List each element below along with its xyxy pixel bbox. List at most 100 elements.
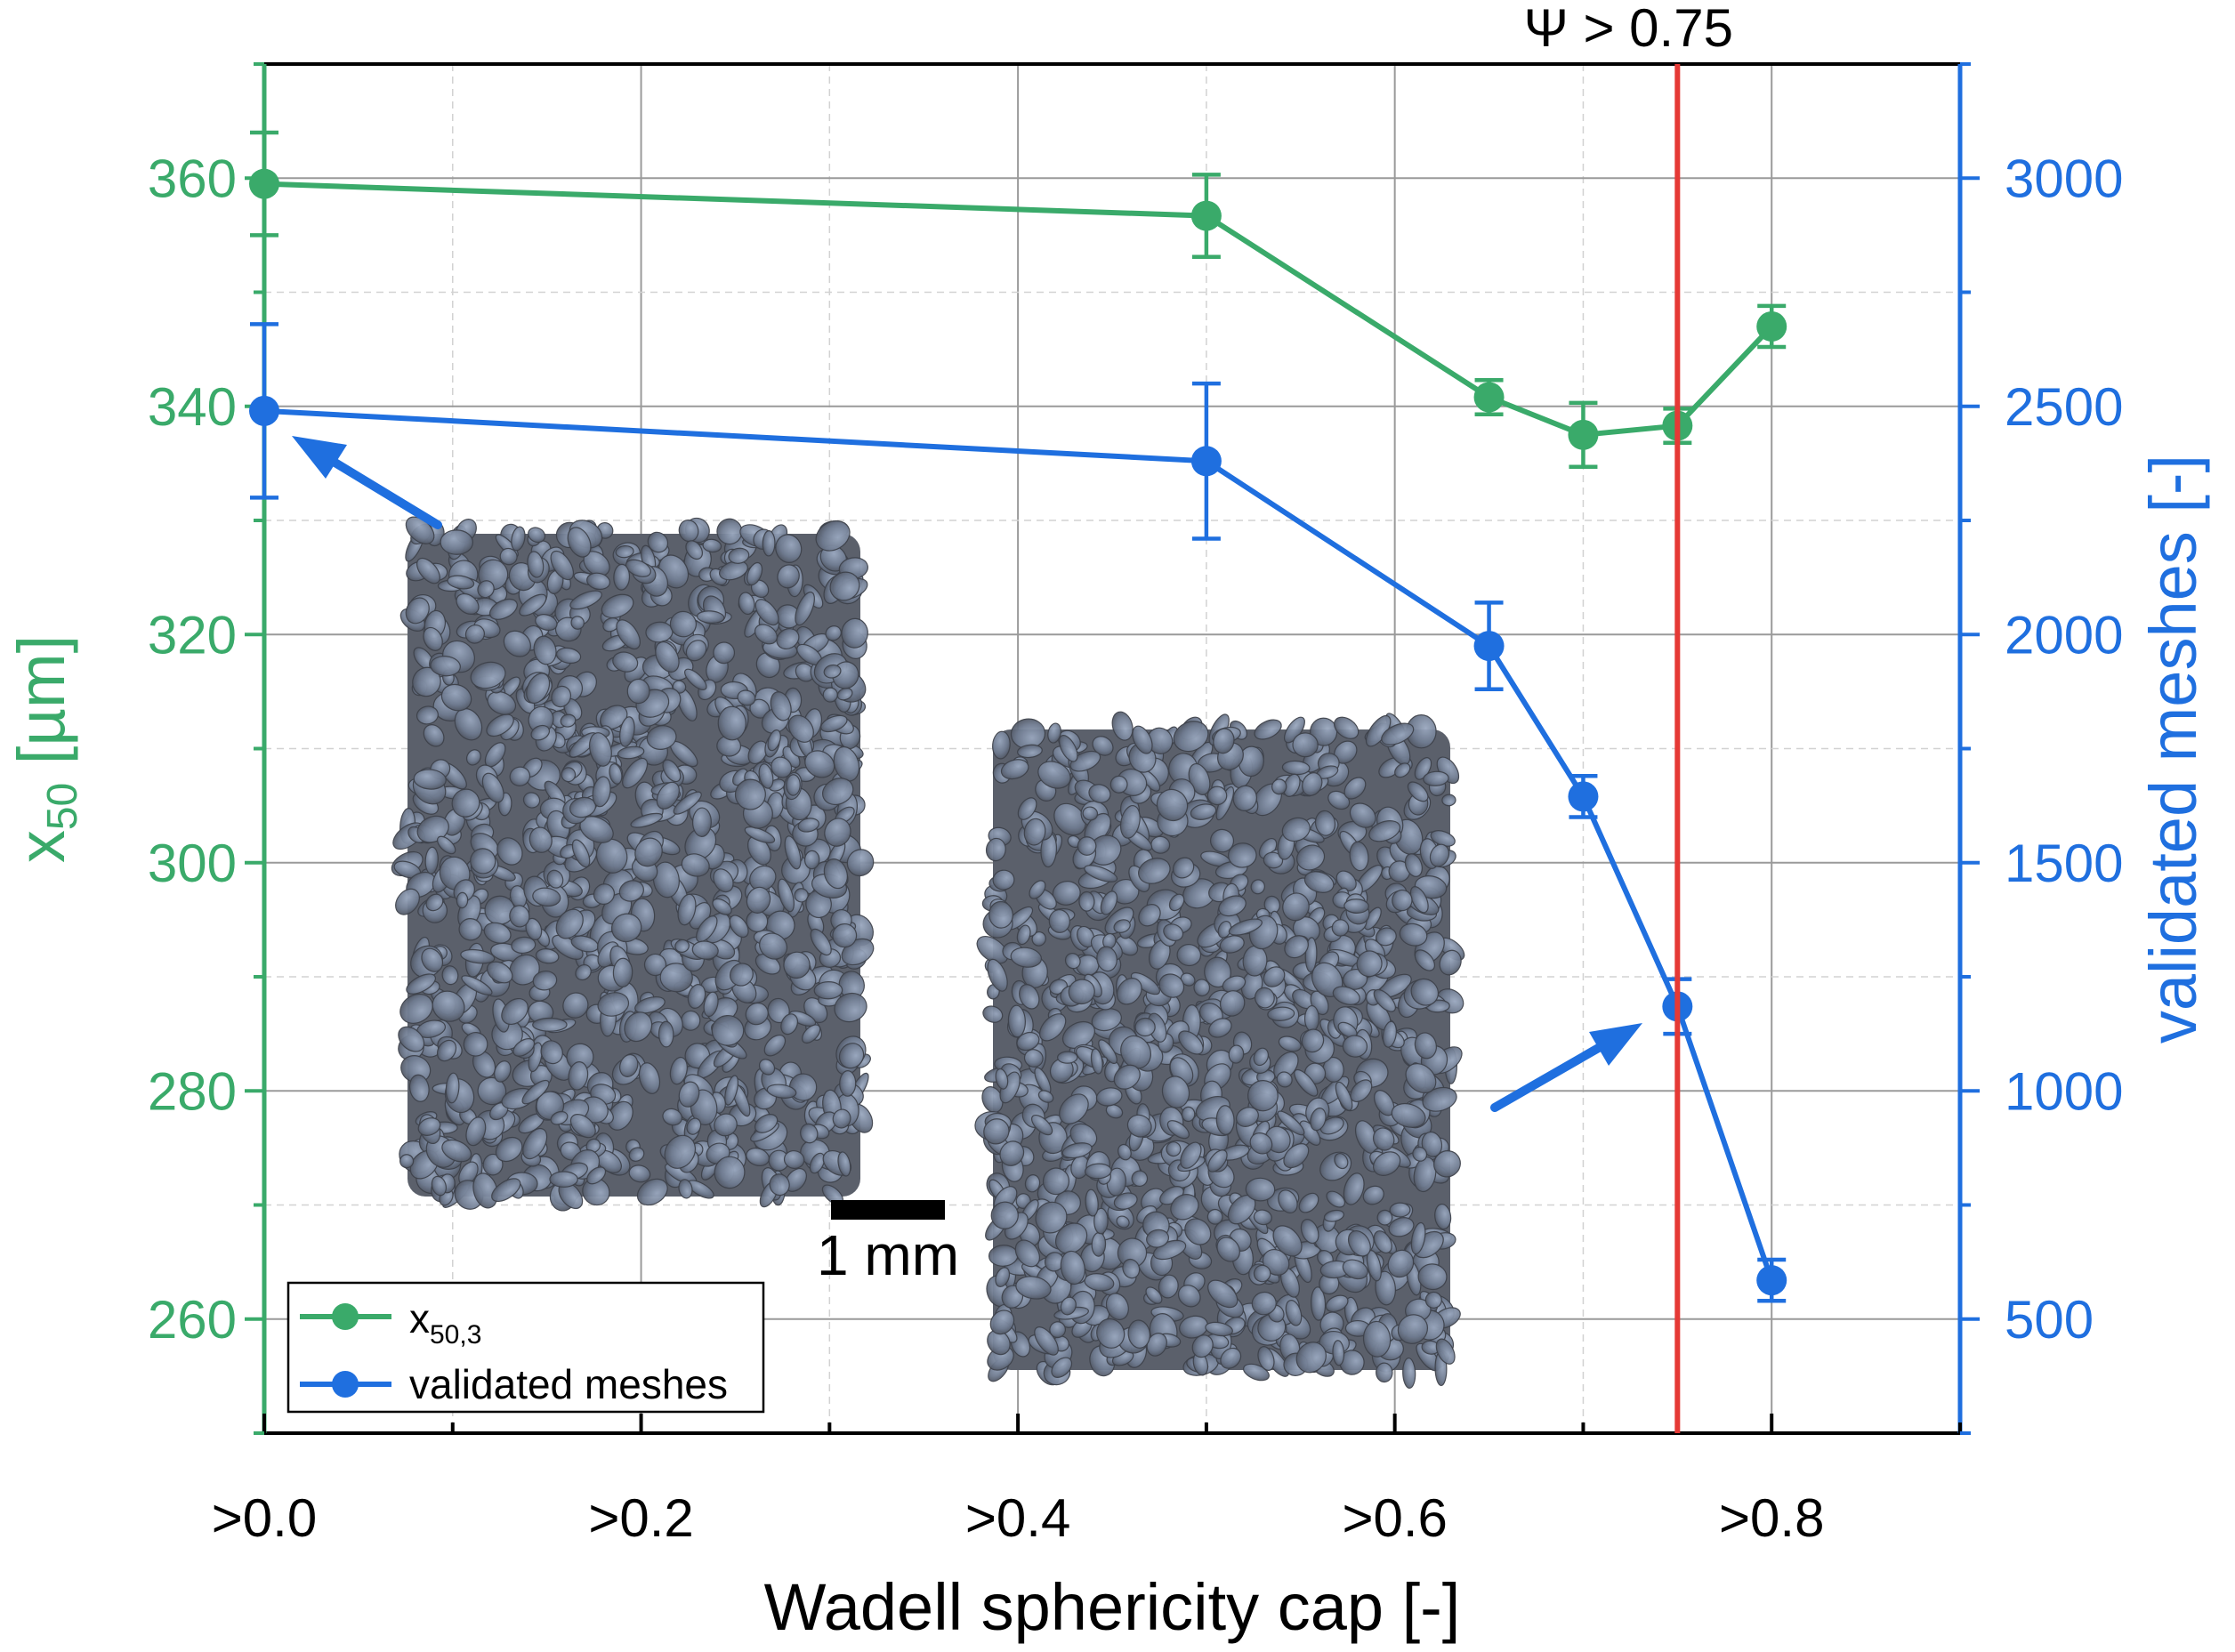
- grain: [1404, 853, 1423, 877]
- grain: [1283, 1143, 1310, 1169]
- grain: [1327, 790, 1351, 810]
- grain: [617, 745, 645, 760]
- grain: [990, 1201, 1019, 1229]
- x-tick-label: >0.0: [212, 1488, 317, 1548]
- grain: [1334, 1152, 1349, 1170]
- grain: [562, 992, 589, 1019]
- grain: [1253, 1047, 1270, 1067]
- grain: [1064, 952, 1081, 970]
- grain: [762, 530, 776, 557]
- grain: [1391, 1102, 1426, 1128]
- grain: [988, 900, 1013, 929]
- grain: [646, 725, 677, 750]
- grain: [1392, 889, 1413, 912]
- grain: [488, 598, 518, 620]
- grain: [713, 641, 736, 665]
- data-point: [1473, 382, 1505, 413]
- data-point: [1568, 781, 1599, 812]
- grain: [570, 616, 585, 630]
- grain: [771, 756, 793, 778]
- series-line: [263, 407, 1775, 1282]
- grain: [1007, 1004, 1026, 1038]
- grain: [797, 818, 819, 833]
- grain: [1170, 1194, 1199, 1221]
- grain: [600, 705, 628, 730]
- grain: [509, 905, 530, 928]
- grain: [681, 853, 710, 877]
- data-point: [1568, 419, 1599, 450]
- grain: [1029, 880, 1046, 899]
- grain: [1382, 1020, 1397, 1048]
- grain: [1362, 1185, 1384, 1205]
- grain: [976, 935, 1009, 964]
- grain: [687, 984, 706, 1009]
- grain: [1302, 772, 1323, 796]
- grain: [983, 1118, 1010, 1145]
- grain: [416, 557, 440, 584]
- grain: [546, 869, 564, 889]
- grain: [535, 614, 558, 632]
- grain: [652, 861, 680, 899]
- grain: [1184, 1218, 1212, 1245]
- grain: [1082, 806, 1099, 821]
- grain: [1017, 744, 1043, 759]
- grain: [995, 1068, 1009, 1090]
- grain: [636, 1178, 668, 1206]
- grain: [1417, 1263, 1448, 1291]
- grain: [482, 1153, 504, 1176]
- grain: [526, 673, 551, 705]
- grain: [1024, 1174, 1041, 1193]
- grain: [499, 547, 518, 566]
- grain: [746, 886, 771, 914]
- grain: [470, 848, 496, 874]
- grain: [1122, 1258, 1141, 1279]
- grain: [470, 661, 506, 689]
- grain: [1434, 1203, 1452, 1230]
- grain: [1163, 923, 1184, 941]
- grain: [441, 1139, 472, 1163]
- grain: [398, 1026, 425, 1052]
- grain: [1100, 890, 1118, 915]
- legend: x50,3 validated meshes: [286, 1281, 765, 1414]
- grain: [1098, 1039, 1118, 1065]
- grain: [684, 668, 707, 691]
- grain: [1267, 1006, 1295, 1021]
- grain: [1220, 1347, 1242, 1369]
- grain: [495, 1136, 523, 1163]
- grain: [425, 893, 444, 912]
- grain: [724, 1075, 739, 1106]
- grain: [783, 1149, 805, 1170]
- grain: [1349, 802, 1376, 828]
- grain: [1424, 1291, 1442, 1309]
- grain: [483, 922, 512, 944]
- annotation-arrow-right: [1490, 1023, 1642, 1112]
- grain: [803, 850, 820, 870]
- grain: [571, 839, 591, 868]
- grain: [567, 527, 592, 558]
- grain: [837, 1151, 851, 1177]
- grain: [1278, 1036, 1302, 1052]
- grain: [717, 705, 746, 741]
- grain: [1048, 909, 1070, 933]
- grain: [1218, 895, 1247, 917]
- legend-label-x50: x50,3: [409, 1295, 481, 1350]
- grain: [1156, 788, 1189, 822]
- grain: [766, 1084, 797, 1099]
- grain: [1343, 1173, 1365, 1205]
- grain: [1372, 1151, 1401, 1176]
- grain: [436, 1039, 457, 1062]
- grain: [841, 617, 868, 649]
- grain: [714, 1156, 746, 1189]
- grain: [555, 908, 584, 939]
- grain: [399, 993, 433, 1024]
- grain: [521, 1079, 550, 1105]
- grain: [1126, 1114, 1152, 1138]
- grain: [1232, 785, 1257, 811]
- grain: [1113, 1192, 1138, 1210]
- grain: [1177, 1285, 1201, 1308]
- grain: [612, 651, 639, 673]
- grain: [624, 1011, 653, 1043]
- grain: [1190, 803, 1217, 820]
- grain: [568, 1061, 589, 1091]
- grain: [619, 716, 635, 747]
